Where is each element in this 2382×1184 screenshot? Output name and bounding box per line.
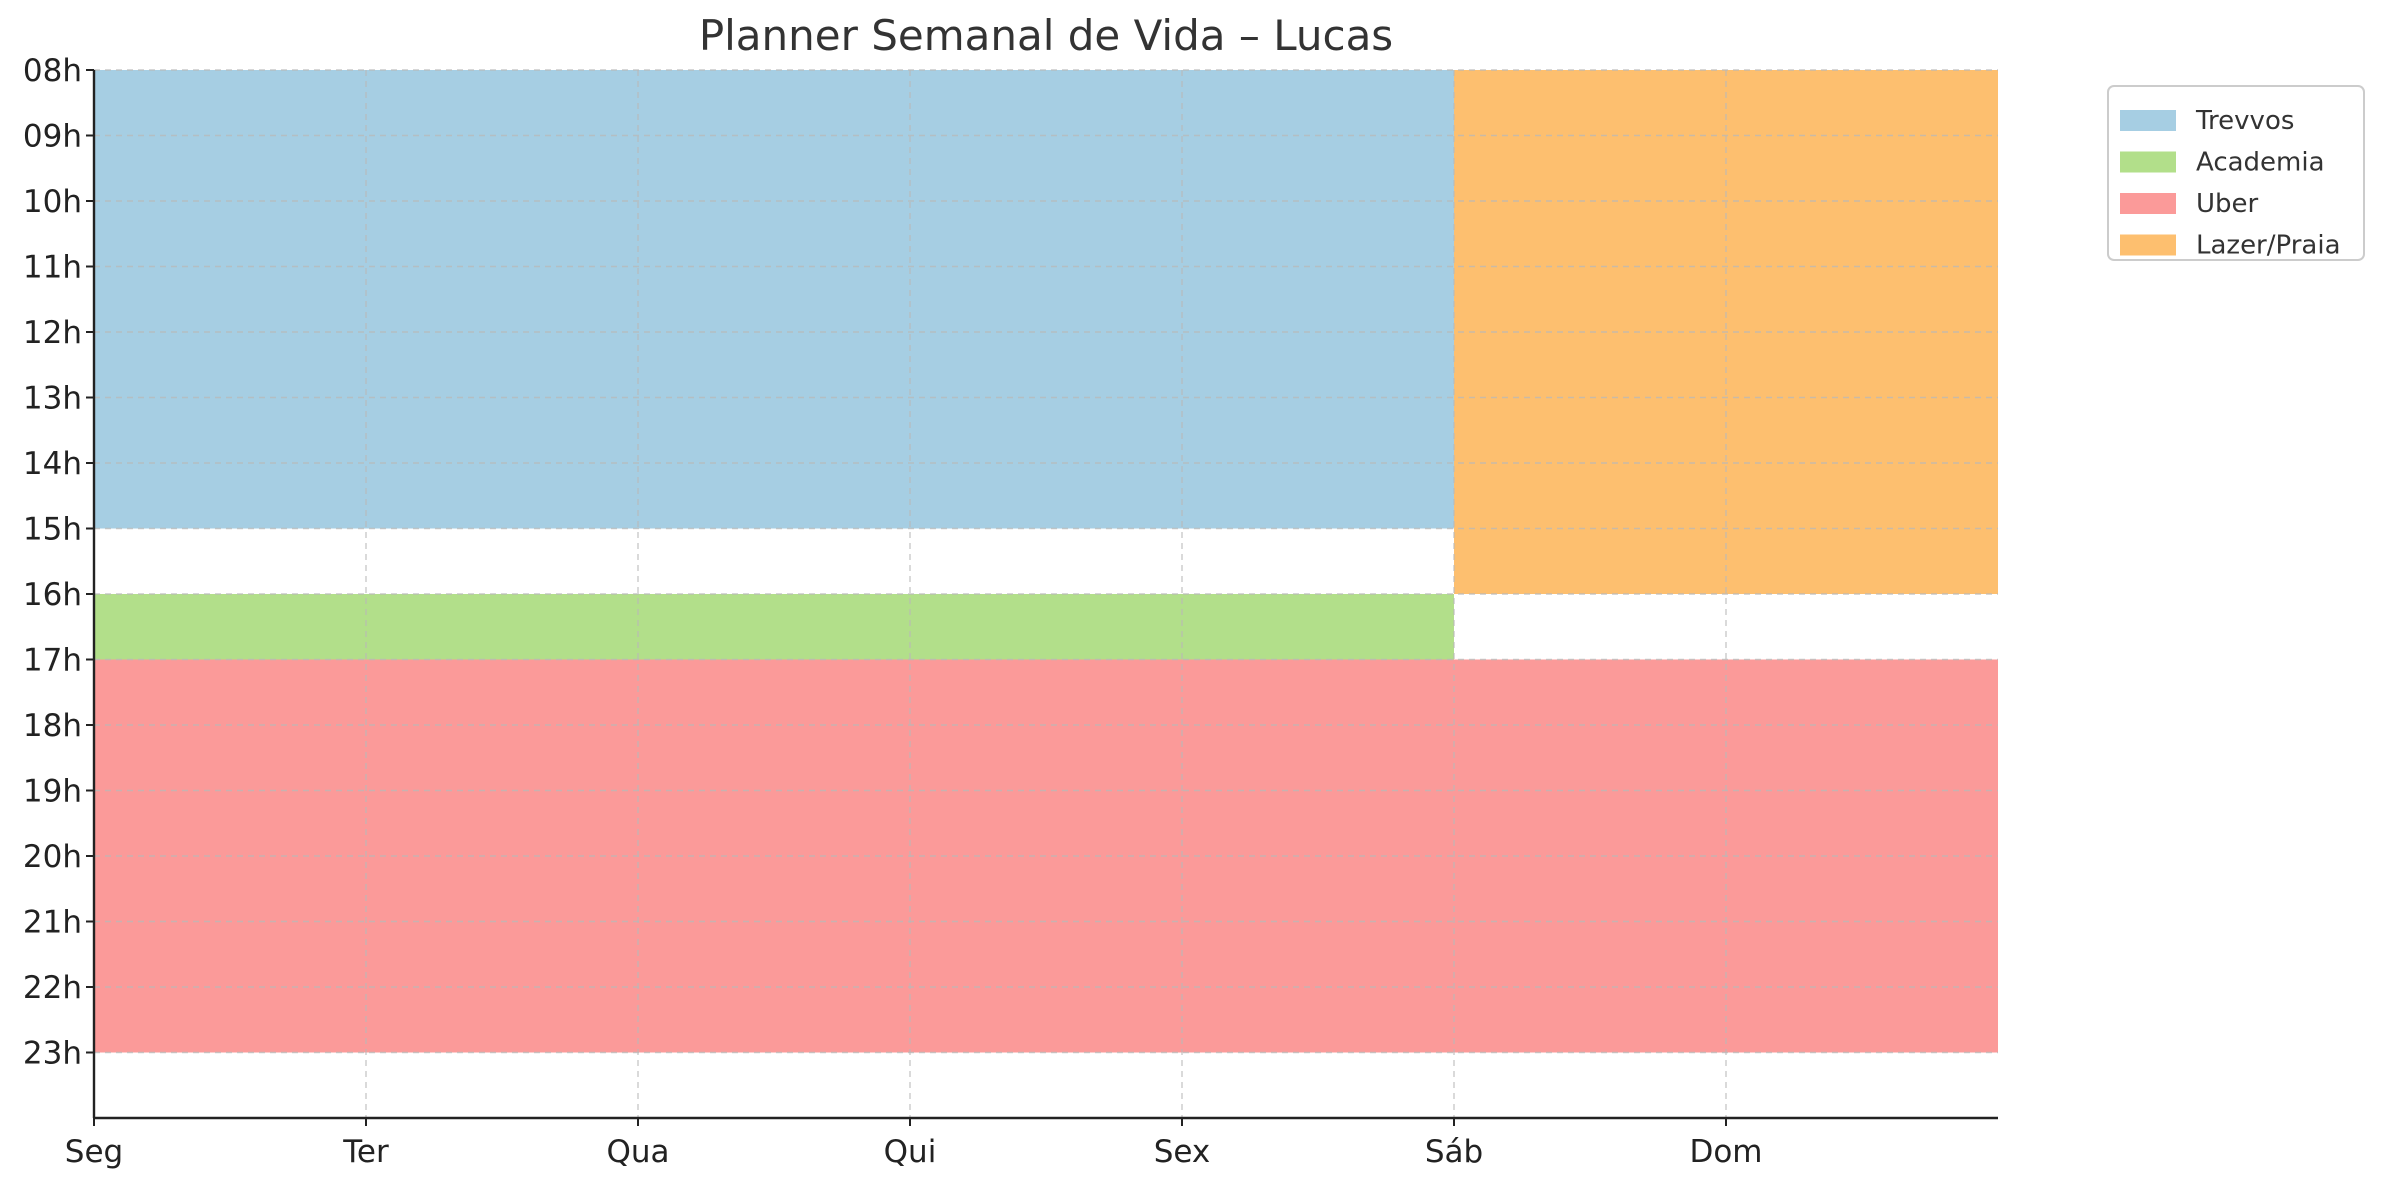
bars-layer — [94, 70, 1998, 1053]
chart-title: Planner Semanal de Vida – Lucas — [699, 11, 1393, 60]
y-tick-label: 22h — [23, 970, 82, 1006]
y-tick-label: 10h — [23, 184, 82, 220]
legend-label: Uber — [2196, 189, 2259, 219]
y-tick-label: 17h — [23, 643, 82, 679]
y-tick-label: 12h — [23, 315, 82, 351]
y-tick-label: 23h — [23, 1036, 82, 1072]
y-tick-label: 08h — [23, 53, 82, 89]
x-tick-label: Qua — [606, 1134, 669, 1170]
grid-layer — [93, 69, 1998, 1118]
legend-label: Trevvos — [2195, 106, 2294, 136]
x-tick-label: Ter — [342, 1134, 389, 1170]
axes-layer: 08h 09h 10h 11h 12h 13h 14h 15h 16h 17h 18h 19h 20h 2… — [23, 53, 1998, 1170]
legend-label: Lazer/Praia — [2196, 231, 2341, 261]
y-tick-label: 11h — [23, 250, 82, 286]
y-tick-label: 20h — [23, 839, 82, 875]
y-tick-label: 09h — [23, 119, 82, 155]
bar-trevvos-0 — [94, 70, 1454, 529]
y-tick-label: 13h — [23, 381, 82, 417]
legend-swatch — [2120, 151, 2176, 173]
y-tick-label: 14h — [23, 446, 82, 482]
y-tick-label: 21h — [23, 905, 82, 941]
bar-academia-0 — [94, 594, 1454, 660]
legend-swatch — [2120, 110, 2176, 131]
x-tick-label: Qui — [884, 1134, 937, 1170]
x-tick-label: Sáb — [1425, 1134, 1483, 1170]
x-tick-label: Dom — [1689, 1134, 1762, 1170]
y-tick-label: 16h — [23, 577, 82, 613]
legend-swatch — [2120, 234, 2176, 256]
legend-label: Academia — [2196, 148, 2325, 178]
legend-swatch — [2120, 193, 2176, 214]
y-tick-label: 18h — [23, 708, 82, 744]
x-tick-label: Seg — [65, 1134, 123, 1170]
y-tick-label: 15h — [23, 512, 82, 548]
legend: Trevvos Academia Uber Lazer/Praia — [2107, 85, 2365, 261]
y-tick-label: 19h — [23, 774, 82, 810]
x-tick-label: Sex — [1154, 1134, 1211, 1170]
